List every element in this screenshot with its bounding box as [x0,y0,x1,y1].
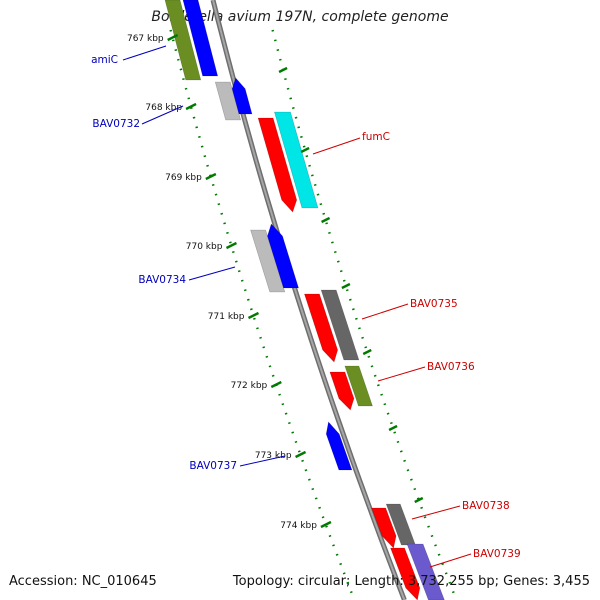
genome-summary-text: Topology: circular; Length: 3,732,255 bp… [232,574,590,589]
label-leader-line [122,45,167,61]
tick-mark [320,520,332,529]
gene-label-bav0739: BAV0739 [473,548,521,560]
gene-blue-2 [231,77,253,115]
gene-blue-top [182,0,219,77]
tick-label: 767 kbp [127,34,164,44]
gene-BAV0735 [304,293,338,363]
tick-label: 772 kbp [231,381,268,391]
gene-BAV0737 [325,421,353,471]
minor-tick-mark [278,66,288,74]
label-leader-line [141,105,184,125]
tick-mark [185,102,197,111]
tick-label: 774 kbp [280,521,317,531]
gene-label-bav0732: BAV0732 [92,118,140,130]
label-leader-line [312,137,361,155]
label-leader-line [411,505,461,520]
tick-mark [205,172,217,181]
minor-tick-mark [388,424,398,432]
tick-mark [225,241,237,250]
label-leader-line [429,553,472,568]
gene-BAV0739 [390,547,421,600]
gene-BAV0736 [329,371,355,411]
tick-mark [270,380,282,389]
label-leader-line [188,266,236,281]
gene-labels: amiC BAV0732 fumC BAV0734 BAV0735 BAV0736 BAV0… [91,45,521,568]
gene-label-bav0736: BAV0736 [427,361,475,373]
gene-label-fumc: fumC [362,131,390,143]
gene-slate [406,543,445,600]
gene-BAV0738 [371,507,397,549]
label-leader-line [377,366,426,382]
label-leader-line [239,455,286,467]
gene-fumC [274,111,319,209]
gene-blue-3 [267,223,299,289]
gene-label-bav0734: BAV0734 [138,274,186,286]
gene-label-amic: amiC [91,54,118,66]
gene-green-2 [344,365,373,407]
tick-label: 770 kbp [186,242,223,252]
label-leader-line [361,303,409,320]
gene-BAV0734 [250,229,286,293]
gene-darkgray-1 [320,289,360,361]
accession-text: Accession: NC_010645 [9,574,157,589]
gene-features [164,0,445,600]
tick-mark [295,450,307,459]
minor-tick-mark [341,282,351,290]
tick-label: 773 kbp [255,451,292,461]
tick-label: 771 kbp [208,312,245,322]
minor-tick-mark [321,216,331,224]
minor-tick-mark [414,496,424,504]
minor-tick-mark [362,348,372,356]
gene-BAV0732 [214,81,242,121]
kbp-ticks: 767 kbp 768 kbp 769 kbp 770 kbp 771 kbp 772 k… [127,33,424,531]
tick-mark [247,311,260,320]
gene-label-bav0735: BAV0735 [410,298,458,310]
map-title: Bordetella avium 197N, complete genome [151,9,449,25]
minor-tick-mark [300,146,310,154]
gene-red-1 [257,117,298,213]
tick-label: 768 kbp [145,103,182,113]
tick-mark [167,33,179,42]
gene-label-bav0737: BAV0737 [189,460,237,472]
gene-amiC [164,0,202,81]
tick-label: 769 kbp [165,173,202,183]
gene-label-bav0738: BAV0738 [462,500,510,512]
